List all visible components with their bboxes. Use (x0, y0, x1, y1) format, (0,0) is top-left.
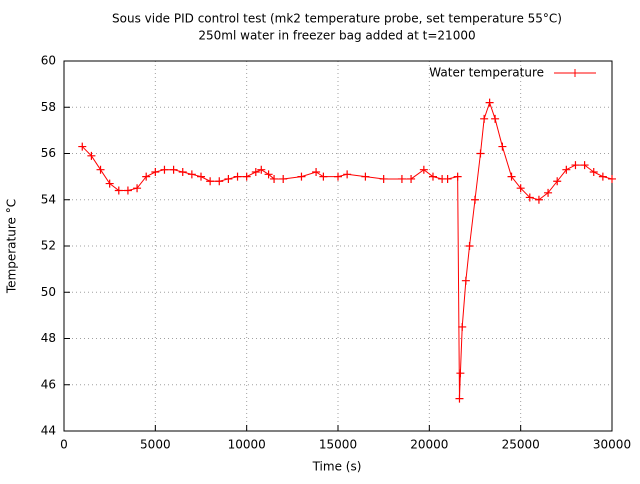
y-tick-label: 46 (41, 377, 56, 391)
data-point (123, 186, 132, 195)
data-point (114, 186, 123, 195)
data-point (379, 174, 388, 183)
data-point (160, 165, 169, 174)
data-point (456, 369, 465, 378)
data-point (553, 177, 562, 186)
data-point (78, 142, 87, 151)
y-tick-label: 56 (41, 146, 56, 160)
y-tick-label: 52 (41, 239, 56, 253)
data-point (334, 172, 342, 181)
data-point (598, 172, 607, 181)
data-point (544, 188, 553, 197)
data-point (319, 172, 328, 181)
data-point (279, 174, 288, 183)
x-axis-label: Time (s) (312, 460, 362, 474)
data-point (142, 172, 151, 181)
data-point (361, 172, 370, 181)
data-point (589, 168, 598, 176)
data-point (458, 322, 467, 331)
data-point (251, 168, 260, 176)
y-tick-label: 58 (41, 100, 56, 114)
data-point (197, 172, 205, 181)
data-point (233, 172, 242, 181)
y-tick-label: 44 (41, 424, 56, 438)
data-point (608, 174, 616, 183)
data-point (476, 149, 485, 158)
data-point (264, 170, 273, 179)
data-point (428, 172, 437, 181)
data-point (443, 174, 452, 183)
legend-marker (571, 69, 579, 77)
data-point (96, 165, 105, 174)
data-point (571, 161, 580, 170)
data-point (453, 172, 462, 181)
data-point (465, 242, 474, 250)
data-point (455, 394, 464, 403)
data-point (562, 165, 571, 174)
data-point (133, 184, 142, 193)
y-axis-label: Temperature °C (5, 199, 19, 294)
data-point (525, 193, 534, 202)
x-tick-label: 25000 (502, 438, 540, 452)
data-point (534, 195, 543, 204)
legend-label: Water temperature (429, 66, 544, 80)
data-point (178, 168, 187, 176)
data-point (151, 168, 160, 176)
plot-border (63, 60, 613, 432)
data-point (224, 174, 233, 183)
data-point (580, 161, 589, 170)
data-point (491, 114, 500, 123)
data-point (297, 172, 306, 181)
data-point (257, 165, 266, 174)
y-tick-label: 54 (41, 192, 56, 206)
data-point (270, 174, 279, 183)
data-point (419, 165, 428, 174)
data-point (87, 151, 96, 160)
y-tick-label: 60 (41, 54, 56, 68)
y-tick-label: 48 (41, 331, 56, 345)
chart-title: Sous vide PID control test (mk2 temperat… (112, 12, 562, 26)
data-point (343, 170, 352, 179)
data-point (516, 184, 525, 193)
data-line (81, 101, 613, 399)
x-tick-label: 20000 (410, 438, 448, 452)
data-point (312, 168, 321, 176)
y-tick-label: 50 (41, 285, 56, 299)
x-tick-label: 10000 (228, 438, 266, 452)
data-point (169, 165, 178, 174)
data-point (461, 276, 470, 285)
data-point (242, 172, 251, 181)
data-point (407, 174, 416, 183)
data-point (397, 174, 406, 183)
x-tick-label: 5000 (140, 438, 171, 452)
data-point (480, 114, 489, 123)
data-point (507, 172, 516, 181)
x-tick-label: 15000 (319, 438, 357, 452)
data-point (485, 98, 494, 107)
x-tick-label: 30000 (593, 438, 631, 452)
data-point (215, 177, 224, 186)
chart-subtitle: 250ml water in freezer bag added at t=21… (198, 29, 475, 43)
data-point (206, 177, 215, 186)
data-point (471, 195, 479, 204)
x-tick-label: 0 (60, 438, 68, 452)
data-point (498, 142, 507, 151)
data-point (187, 170, 196, 179)
data-point (105, 179, 114, 188)
